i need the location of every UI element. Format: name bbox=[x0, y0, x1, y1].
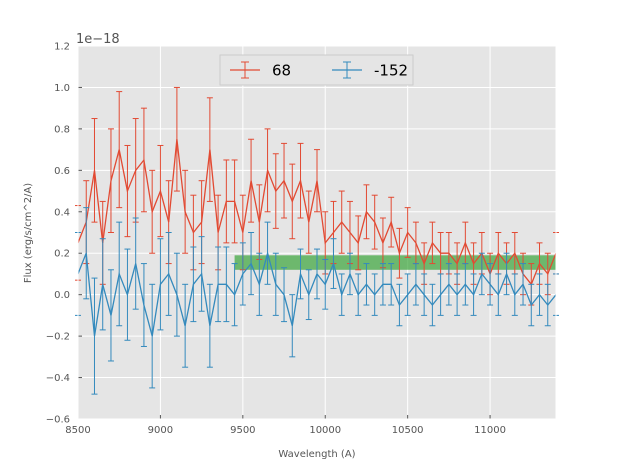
legend-entry: -152 bbox=[332, 61, 408, 80]
series-layer bbox=[75, 86, 559, 395]
x-tick-label: 11000 bbox=[474, 425, 506, 436]
y-tick-label: 0.4 bbox=[54, 207, 70, 218]
plot-frame bbox=[77, 45, 557, 420]
x-axis-title: Wavelength (A) bbox=[278, 449, 355, 460]
y-offset-label: 1e−18 bbox=[76, 32, 120, 47]
axes: 8500 9000 9500 10000 10500 11000 −0.6 −0.4 −0.2 0… bbox=[46, 42, 557, 436]
y-tick-label: 0.2 bbox=[54, 249, 70, 260]
y-axis-title: Flux (erg/s/cm^2/A) bbox=[23, 183, 34, 283]
y-tick-label: −0.6 bbox=[46, 415, 70, 426]
y-tick-label: −0.2 bbox=[46, 332, 70, 343]
y-tick-label: 0.0 bbox=[54, 290, 70, 301]
legend-entry: 68 bbox=[230, 61, 291, 80]
series-line bbox=[77, 250, 557, 337]
x-tick-label: 10000 bbox=[309, 425, 341, 436]
legend-label: 68 bbox=[272, 62, 291, 80]
series-1 bbox=[75, 207, 559, 395]
legend-label: -152 bbox=[374, 62, 408, 80]
y-tick-label: 1.0 bbox=[54, 83, 70, 94]
highlight-band bbox=[234, 255, 556, 270]
series-line bbox=[77, 139, 557, 286]
x-tick-label: 9000 bbox=[148, 425, 173, 436]
legend: 68 -152 bbox=[219, 54, 414, 86]
x-tick-label: 9500 bbox=[230, 425, 255, 436]
legend-entries: 68 -152 bbox=[230, 61, 408, 80]
band bbox=[234, 255, 556, 270]
y-tick-label: 0.6 bbox=[54, 166, 70, 177]
series-0 bbox=[75, 86, 559, 306]
plot-background bbox=[78, 46, 556, 419]
y-tick-label: 1.2 bbox=[54, 42, 70, 53]
y-tick-label: 0.8 bbox=[54, 124, 70, 135]
x-tick-label: 10500 bbox=[392, 425, 424, 436]
y-tick-label: −0.4 bbox=[46, 373, 70, 384]
x-tick-label: 8500 bbox=[65, 425, 90, 436]
